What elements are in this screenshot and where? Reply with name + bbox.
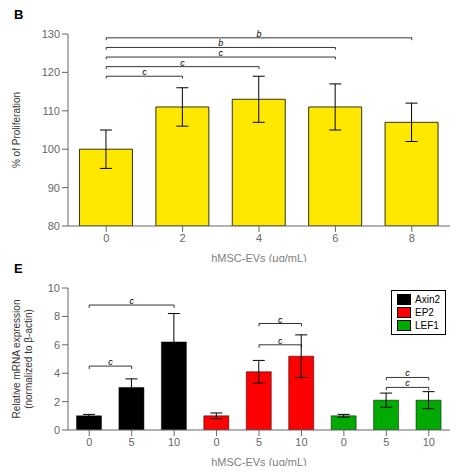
- svg-text:0: 0: [213, 436, 219, 448]
- svg-text:110: 110: [42, 105, 60, 117]
- svg-text:0: 0: [86, 436, 92, 448]
- svg-text:b: b: [218, 38, 223, 48]
- svg-text:5: 5: [256, 436, 262, 448]
- svg-text:8: 8: [409, 232, 415, 244]
- svg-text:2: 2: [54, 396, 60, 408]
- svg-text:8: 8: [54, 310, 60, 322]
- svg-text:Relative mRNA expression(norma: Relative mRNA expression(normalized to β…: [11, 300, 34, 419]
- svg-text:4: 4: [256, 232, 262, 244]
- svg-text:c: c: [405, 368, 410, 378]
- svg-text:c: c: [180, 58, 185, 68]
- svg-text:0: 0: [341, 436, 347, 448]
- svg-text:0: 0: [54, 424, 60, 436]
- svg-text:80: 80: [48, 220, 60, 232]
- svg-text:c: c: [405, 378, 410, 388]
- html-text:B: B: [14, 7, 24, 22]
- svg-text:hMSC-EVs (μg/mL): hMSC-EVs (μg/mL): [211, 456, 307, 466]
- svg-text:c: c: [108, 357, 113, 367]
- svg-text:10: 10: [48, 282, 60, 294]
- svg-text:6: 6: [54, 339, 60, 351]
- html-text:E: E: [14, 261, 23, 276]
- svg-text:c: c: [219, 48, 224, 58]
- svg-text:130: 130: [42, 28, 60, 40]
- svg-text:c: c: [142, 67, 147, 77]
- html-text:LEF1: LEF1: [415, 320, 439, 331]
- svg-text:c: c: [278, 336, 283, 346]
- html-text:EP2: EP2: [415, 307, 434, 318]
- svg-text:c: c: [129, 296, 134, 306]
- svg-text:c: c: [278, 315, 283, 325]
- svg-text:4: 4: [54, 367, 60, 379]
- html-text:Axin2: Axin2: [415, 294, 440, 305]
- svg-text:10: 10: [423, 436, 435, 448]
- svg-text:b: b: [256, 29, 261, 39]
- svg-text:6: 6: [332, 232, 338, 244]
- svg-text:120: 120: [42, 66, 60, 78]
- svg-text:90: 90: [48, 182, 60, 194]
- svg-text:10: 10: [295, 436, 307, 448]
- svg-text:5: 5: [383, 436, 389, 448]
- svg-text:100: 100: [42, 143, 60, 155]
- svg-text:5: 5: [129, 436, 135, 448]
- svg-text:10: 10: [168, 436, 180, 448]
- svg-text:2: 2: [180, 232, 186, 244]
- svg-text:hMSC-EVs (μg/mL): hMSC-EVs (μg/mL): [211, 252, 307, 262]
- svg-text:% of Proliferation: % of Proliferation: [11, 92, 22, 168]
- svg-text:0: 0: [103, 232, 109, 244]
